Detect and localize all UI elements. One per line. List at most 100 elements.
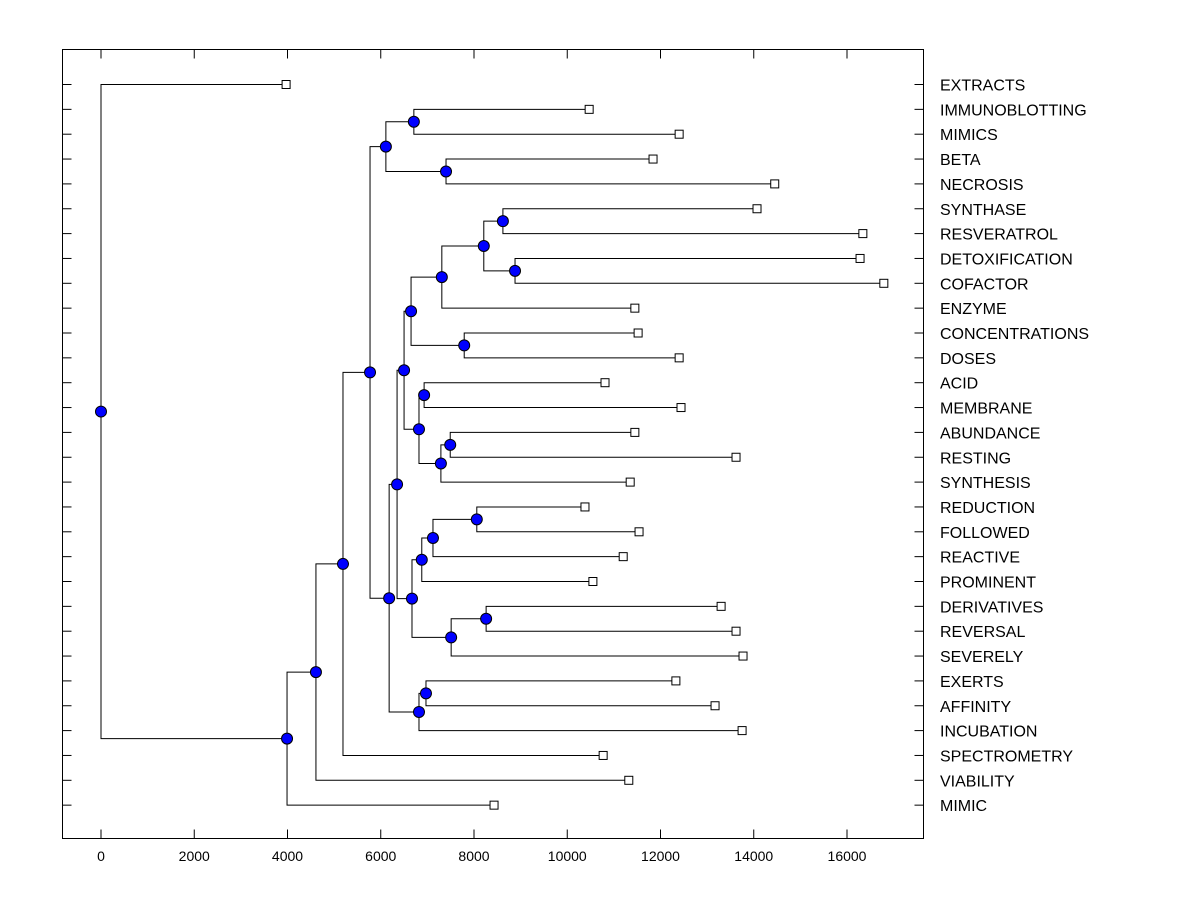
x-tick-label: 0 bbox=[97, 848, 105, 864]
leaf-label: DETOXIFICATION bbox=[940, 251, 1073, 268]
leaf-marker bbox=[630, 303, 640, 313]
leaf-marker bbox=[738, 651, 748, 661]
branch bbox=[449, 431, 635, 445]
branch bbox=[425, 680, 676, 694]
branch bbox=[485, 618, 737, 632]
branch bbox=[440, 463, 631, 483]
node-marker-N bbox=[412, 423, 425, 436]
branch bbox=[425, 693, 716, 707]
branch bbox=[441, 245, 484, 278]
node-marker-V bbox=[444, 438, 457, 451]
leaf-marker bbox=[598, 750, 608, 760]
node-marker-Y bbox=[426, 532, 439, 545]
leaf-label: SYNTHASE bbox=[940, 202, 1026, 219]
leaf-marker bbox=[618, 552, 628, 562]
node-marker-Q bbox=[477, 240, 490, 253]
branch bbox=[403, 310, 412, 371]
leaf-marker bbox=[624, 775, 634, 785]
leaf-marker bbox=[770, 179, 780, 189]
branch bbox=[410, 311, 465, 346]
node-marker-K bbox=[398, 364, 411, 377]
leaf-marker bbox=[676, 403, 686, 413]
leaf-label: RESTING bbox=[940, 450, 1011, 467]
branch bbox=[418, 711, 743, 732]
leaf-markers bbox=[281, 80, 889, 810]
leaf-label: DOSES bbox=[940, 351, 996, 368]
branch bbox=[413, 121, 680, 135]
node-marker-E bbox=[379, 140, 392, 153]
branch bbox=[100, 84, 287, 412]
node-markers bbox=[95, 115, 522, 745]
branch bbox=[286, 738, 495, 806]
branch bbox=[286, 671, 316, 739]
branch bbox=[369, 372, 390, 599]
node-marker-J bbox=[412, 705, 425, 718]
node-marker-W bbox=[415, 553, 428, 566]
leaf-label: SPECTROMETRY bbox=[940, 748, 1073, 765]
leaf-marker bbox=[716, 601, 726, 611]
node-marker-R bbox=[496, 215, 509, 228]
branch bbox=[463, 345, 680, 359]
x-tick-label: 10000 bbox=[548, 848, 587, 864]
branch bbox=[369, 146, 386, 373]
leaf-marker bbox=[855, 253, 865, 263]
x-tick-label: 6000 bbox=[365, 848, 396, 864]
leaf-marker bbox=[731, 626, 741, 636]
leaf-marker bbox=[674, 129, 684, 139]
branch bbox=[445, 171, 775, 185]
y-ticks bbox=[62, 84, 924, 806]
leaf-label: RESVERATROL bbox=[940, 227, 1058, 244]
leaf-label: MIMICS bbox=[940, 127, 998, 144]
leaf-label: SEVERELY bbox=[940, 649, 1024, 666]
branch bbox=[100, 411, 288, 740]
branch bbox=[342, 563, 604, 756]
node-marker-H bbox=[440, 165, 453, 178]
leaf-marker bbox=[600, 378, 610, 388]
x-ticks bbox=[100, 49, 848, 839]
branch bbox=[450, 637, 744, 657]
leaf-label: CONCENTRATIONS bbox=[940, 326, 1089, 343]
leaf-marker bbox=[731, 452, 741, 462]
branch bbox=[483, 220, 503, 247]
leaf-marker bbox=[634, 527, 644, 537]
branch bbox=[423, 382, 606, 396]
leaf-label: BETA bbox=[940, 152, 981, 169]
branch bbox=[450, 618, 487, 638]
branch bbox=[445, 158, 654, 172]
node-marker-O bbox=[435, 271, 448, 284]
branch bbox=[449, 444, 737, 458]
leaf-marker bbox=[630, 427, 640, 437]
node-marker-AA bbox=[480, 612, 493, 625]
leaf-marker bbox=[710, 701, 720, 711]
leaf-label: ABUNDANCE bbox=[940, 425, 1040, 442]
branch bbox=[396, 484, 412, 600]
leaf-marker bbox=[879, 278, 889, 288]
node-marker-root bbox=[95, 405, 107, 418]
plot-frame bbox=[62, 49, 924, 839]
leaf-label: MEMBRANE bbox=[940, 401, 1032, 418]
leaf-label: MIMIC bbox=[940, 798, 987, 815]
leaf-marker bbox=[489, 800, 499, 810]
node-marker-D bbox=[364, 366, 377, 379]
leaf-label: DERIVATIVES bbox=[940, 599, 1043, 616]
branch bbox=[403, 370, 419, 430]
leaf-label: EXTRACTS bbox=[940, 78, 1025, 95]
leaf-label: AFFINITY bbox=[940, 699, 1011, 716]
x-tick-label: 2000 bbox=[179, 848, 210, 864]
leaf-label: FOLLOWED bbox=[940, 525, 1030, 542]
leaf-marker bbox=[752, 204, 762, 214]
leaf-label: INCUBATION bbox=[940, 724, 1037, 741]
leaf-marker bbox=[584, 104, 594, 114]
node-marker-A bbox=[281, 732, 294, 745]
branch bbox=[476, 506, 585, 520]
leaf-marker bbox=[671, 676, 681, 686]
branches bbox=[100, 84, 884, 806]
leaf-label: SYNTHESIS bbox=[940, 475, 1031, 492]
node-marker-AB bbox=[419, 687, 432, 700]
leaf-marker bbox=[633, 328, 643, 338]
leaf-label: REACTIVE bbox=[940, 550, 1020, 567]
branch bbox=[463, 332, 639, 346]
leaf-label: PROMINENT bbox=[940, 575, 1036, 592]
branch bbox=[411, 559, 422, 599]
